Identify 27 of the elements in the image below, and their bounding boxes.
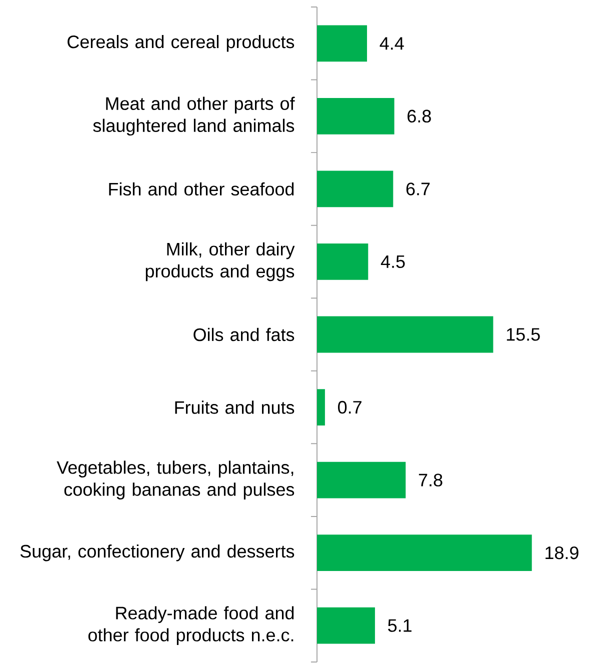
y-tick-label: Ready-made food and other food products n.e.c. — [88, 606, 294, 645]
data-label: 6.8 — [408, 110, 431, 123]
data-label: 15.5 — [506, 328, 540, 341]
y-tick-label: Vegetables, tubers, plantains, cooking bananas and pulses — [56, 460, 294, 500]
bar — [316, 170, 394, 208]
y-tick-label: Sugar, confectionery and desserts — [20, 544, 294, 562]
y-tick-label: Fruits and nuts — [175, 400, 294, 414]
y-tick-label: Meat and other parts of slaughtered land animals — [93, 96, 295, 136]
bar — [316, 25, 368, 62]
data-label: 18.9 — [546, 546, 578, 560]
y-tick-label: Milk, other dairy products and eggs — [146, 242, 295, 282]
bar — [316, 389, 325, 426]
y-tick-label: Fish and other seafood — [109, 182, 294, 196]
y-tick-label: Cereals and cereal products — [68, 35, 294, 52]
bar — [316, 98, 394, 134]
bar — [316, 462, 406, 498]
y-tick-label: Oils and fats — [194, 328, 294, 342]
bar — [316, 244, 368, 280]
data-label: 4.5 — [380, 255, 405, 268]
bar — [316, 316, 494, 353]
data-label: 4.4 — [380, 37, 404, 50]
data-label: 0.7 — [338, 400, 362, 414]
data-label: 6.7 — [406, 182, 430, 196]
bar — [316, 534, 532, 572]
data-label: 7.8 — [418, 474, 442, 486]
bar — [316, 607, 375, 644]
data-label: 5.1 — [388, 619, 412, 632]
